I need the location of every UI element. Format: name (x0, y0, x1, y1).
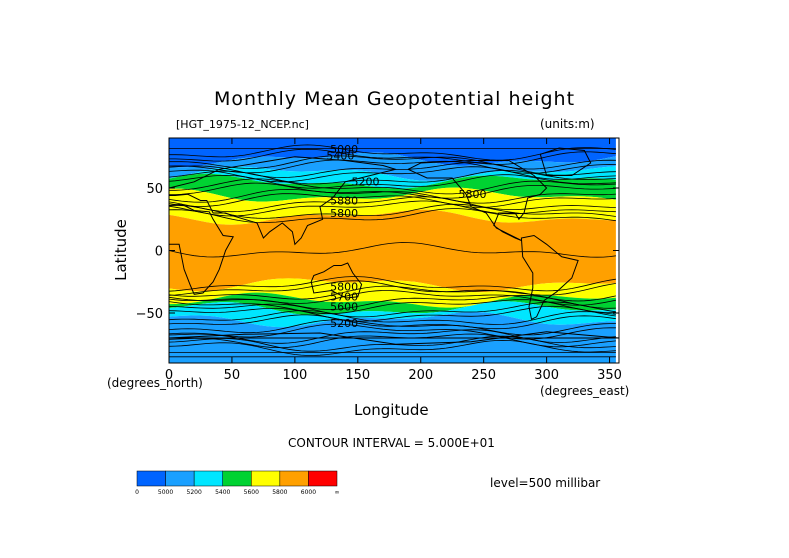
x-tick-label: 50 (224, 368, 241, 383)
x-tick-label: 200 (408, 368, 433, 383)
colorbar-swatch (222, 470, 252, 487)
y-axis-label: Latitude (112, 219, 130, 281)
colorbar-swatch (251, 470, 281, 487)
contour-line (169, 276, 616, 292)
level-text: level=500 millibar (490, 476, 601, 490)
contour-line (169, 196, 616, 213)
contour-label: 5400 (326, 149, 354, 162)
x-axis-label: Longitude (354, 401, 429, 419)
contour-label: 5700 (330, 291, 358, 304)
color-band (169, 152, 616, 181)
x-tick-label: 100 (282, 368, 307, 383)
contour-line (169, 314, 616, 330)
coastline (169, 156, 398, 246)
colorbar: 0 5000 5200 5400 5600 5800 6000 ∞ (135, 470, 340, 496)
colorbar-label: 0 (135, 489, 139, 496)
x-tick-label: 250 (471, 368, 496, 383)
contour-line (169, 290, 616, 306)
contour-line (169, 166, 616, 183)
coastline (407, 160, 548, 241)
coastline (169, 203, 234, 295)
contour-line (169, 280, 616, 296)
x-tick-label: 300 (534, 368, 559, 383)
contour-line (169, 178, 616, 195)
contour-lines (169, 144, 616, 358)
x-tick-label: 150 (345, 368, 370, 383)
contour-line (169, 208, 616, 224)
color-band (169, 166, 616, 189)
colorbar-label: ∞ (335, 489, 340, 496)
colorbar-label: 5200 (187, 489, 202, 496)
contour-line (169, 155, 616, 170)
contour-label: 5000 (330, 143, 358, 156)
colorbar-swatch (165, 470, 195, 487)
contour-label: 5200 (352, 176, 380, 189)
color-band (169, 209, 616, 293)
y-tick-label: 50 (146, 182, 163, 197)
contour-line (169, 193, 616, 208)
units-label: (units:m) (540, 117, 595, 131)
y-units-label: (degrees_north) (107, 376, 203, 390)
colorbar-label: 5600 (244, 489, 259, 496)
x-units-label: (degrees_east) (540, 384, 630, 398)
file-label: [HGT_1975-12_NCEP.nc] (176, 118, 309, 131)
colorbar-label: 5000 (158, 489, 173, 496)
contour-line (169, 182, 616, 199)
contour-line (169, 329, 616, 344)
x-tick-label: 0 (165, 368, 173, 383)
contour-interval-text: CONTOUR INTERVAL = 5.000E+01 (288, 436, 495, 450)
coastline (310, 262, 363, 299)
chart-title: Monthly Mean Geopotential height (213, 88, 576, 110)
colorbar-swatch (279, 470, 309, 487)
contour-label: 5200 (330, 317, 358, 330)
colorbar-swatch (308, 470, 338, 487)
contour-label: 5800 (330, 207, 358, 220)
coastline (520, 234, 579, 321)
contour-line (169, 203, 616, 219)
contour-line (169, 242, 616, 258)
x-tick-label: 350 (597, 368, 622, 383)
coastline (169, 331, 619, 345)
colorbar-label: 5400 (215, 489, 230, 496)
contour-line (169, 333, 616, 348)
contour-line (169, 301, 616, 318)
y-tick-label: 0 (155, 245, 163, 260)
coastline (539, 147, 592, 176)
colorbar-label: 5800 (272, 489, 287, 496)
coastlines (169, 147, 619, 345)
contour-label: 5800 (330, 281, 358, 294)
contour-line (169, 285, 616, 302)
color-band (169, 278, 616, 308)
contour-line (169, 188, 616, 204)
colorbar-swatch (136, 470, 166, 487)
axis-ticks: 0 50 100 150 200 250 300 350 50 0 −50 (136, 138, 622, 383)
contour-line (169, 159, 616, 174)
contour-line (169, 310, 616, 325)
contour-line (169, 200, 616, 217)
contour-label: 5880 (330, 194, 358, 207)
colorbar-label: 6000 (301, 489, 316, 496)
colorbar-swatch (193, 470, 223, 487)
contour-label: 5800 (459, 188, 487, 201)
color-band (169, 173, 616, 202)
contour-line (169, 319, 616, 336)
contour-label: 5600 (330, 301, 358, 314)
y-tick-label: −50 (136, 307, 163, 322)
